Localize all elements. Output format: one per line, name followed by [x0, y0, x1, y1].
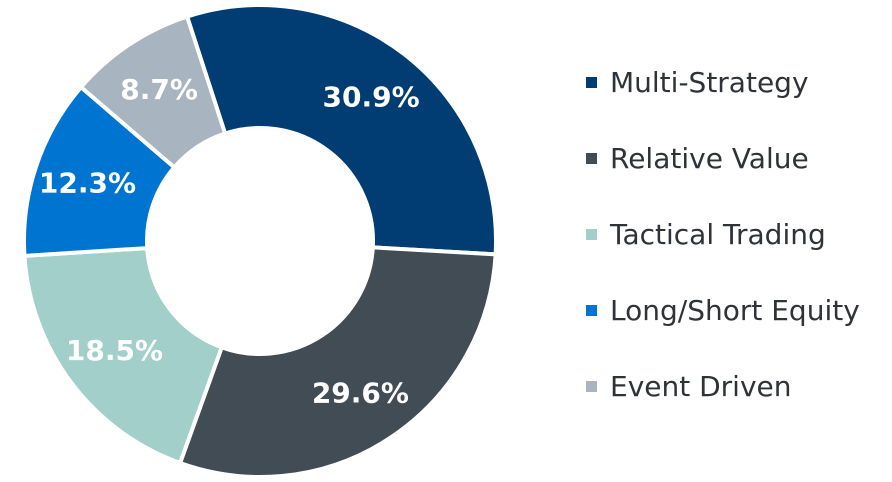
slice-value-label: 29.6% [312, 376, 409, 409]
legend-swatch [586, 228, 597, 240]
slice-value-label: 18.5% [66, 334, 163, 367]
slice-1 [184, 3, 498, 257]
legend-label: Multi-Strategy [610, 65, 809, 99]
slice-value-label: 30.9% [323, 80, 420, 113]
legend: Multi-Strategy Relative Value Tactical T… [586, 44, 860, 424]
donut-svg: 30.9% 29.6% 18.5% 12.3% 8.7% [22, 3, 498, 479]
legend-label: Tactical Trading [610, 217, 826, 251]
legend-swatch [586, 152, 597, 164]
legend-swatch [586, 304, 597, 316]
legend-item-long-short-equity: Long/Short Equity [586, 272, 860, 348]
legend-item-tactical-trading: Tactical Trading [586, 196, 860, 272]
slice-value-label: 8.7% [120, 73, 198, 106]
legend-swatch [586, 380, 597, 392]
legend-item-multi-strategy: Multi-Strategy [586, 44, 860, 120]
legend-item-event-driven: Event Driven [586, 348, 860, 424]
legend-label: Event Driven [610, 369, 792, 403]
legend-label: Relative Value [610, 141, 809, 175]
legend-swatch [586, 76, 597, 88]
slice-3 [22, 245, 225, 466]
slice-5 [78, 14, 228, 171]
slice-4 [22, 84, 178, 258]
slice-value-label: 12.3% [39, 167, 136, 200]
slice-2 [177, 245, 498, 479]
legend-item-relative-value: Relative Value [586, 120, 860, 196]
legend-label: Long/Short Equity [610, 293, 860, 327]
